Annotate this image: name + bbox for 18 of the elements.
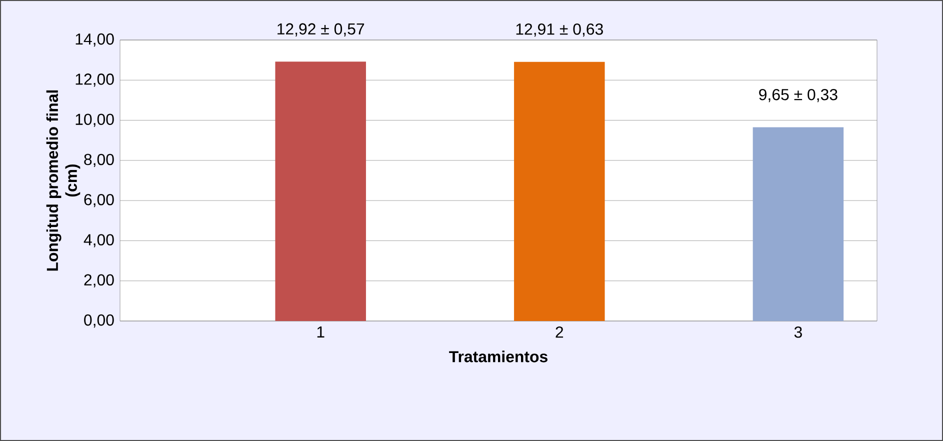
x-axis-title: Tratamientos [449, 350, 548, 362]
y-tick-label: 0,00 [84, 314, 114, 328]
y-tick-label: 4,00 [84, 234, 114, 248]
y-tick-label: 14,00 [76, 33, 114, 47]
x-tick-label: 2 [556, 326, 564, 338]
y-tick-label: 12,00 [76, 74, 114, 87]
y-tick-label: 10,00 [76, 114, 114, 127]
bar [752, 127, 844, 321]
bar [275, 62, 366, 321]
data-label: 9,65 ± 0,33 [759, 88, 838, 102]
x-tick-label: 3 [794, 326, 802, 338]
bar [514, 62, 605, 321]
y-tick-label: 6,00 [84, 194, 114, 208]
y-tick-label: 8,00 [84, 154, 114, 167]
data-label: 12,91 ± 0,63 [516, 24, 603, 37]
x-tick-label: 1 [317, 326, 324, 338]
y-tick-label: 2,00 [84, 274, 114, 288]
data-label: 12,92 ± 0,57 [278, 23, 364, 36]
